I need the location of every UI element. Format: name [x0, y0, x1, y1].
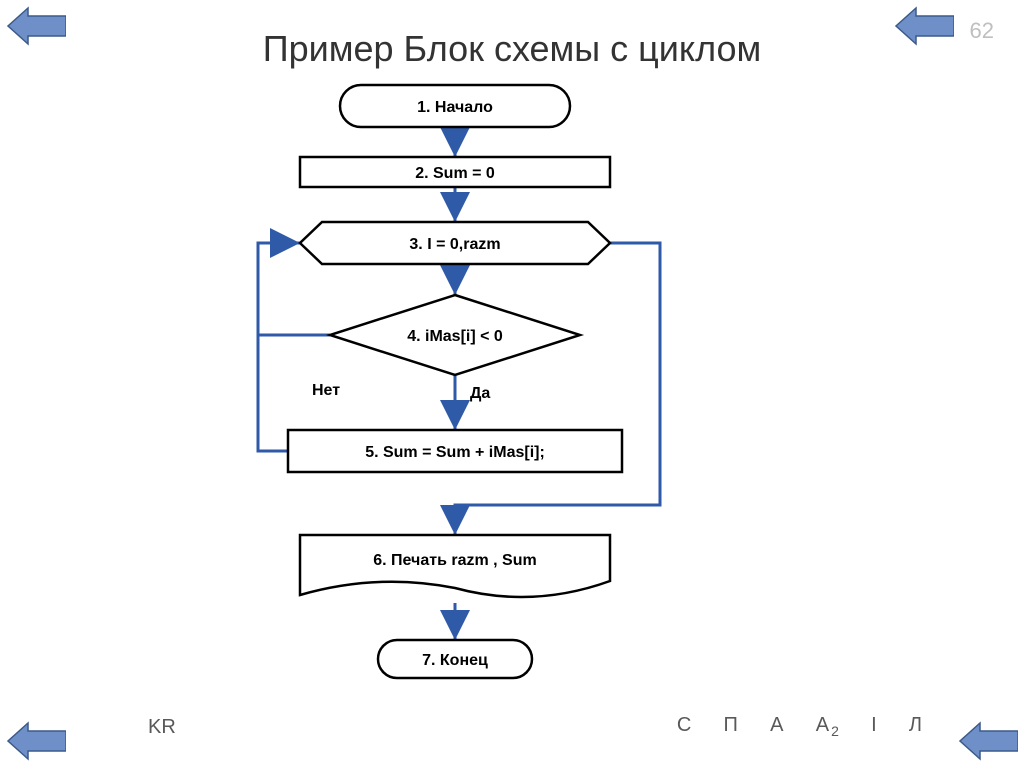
- svg-text:2. Sum = 0: 2. Sum = 0: [415, 165, 495, 182]
- svg-text:5. Sum = Sum + iMas[i];: 5. Sum = Sum + iMas[i];: [365, 444, 545, 461]
- node-n5: 5. Sum = Sum + iMas[i];: [288, 430, 622, 472]
- node-n3: 3. I = 0,razm: [300, 222, 610, 264]
- node-n4: 4. iMas[i] < 0: [330, 295, 580, 375]
- node-n7: 7. Конец: [378, 640, 532, 678]
- svg-text:6. Печать razm , Sum: 6. Печать razm , Sum: [373, 552, 536, 569]
- svg-text:7. Конец: 7. Конец: [422, 652, 488, 669]
- svg-text:Нет: Нет: [312, 382, 340, 399]
- node-n1: 1. Начало: [340, 85, 570, 127]
- node-n6: 6. Печать razm , Sum: [300, 535, 610, 597]
- svg-text:4. iMas[i] < 0: 4. iMas[i] < 0: [407, 328, 503, 345]
- node-n2: 2. Sum = 0: [300, 157, 610, 187]
- svg-text:1. Начало: 1. Начало: [417, 99, 493, 116]
- footer-right: С П А А2 I Л: [677, 714, 924, 739]
- flowchart-canvas: Нет Да 1. Начало 2. Sum = 0 3. I = 0,razm 4. …: [0, 0, 1024, 767]
- svg-text:3. I = 0,razm: 3. I = 0,razm: [409, 236, 500, 253]
- svg-text:Да: Да: [470, 385, 490, 402]
- footer-left: KR: [148, 716, 176, 739]
